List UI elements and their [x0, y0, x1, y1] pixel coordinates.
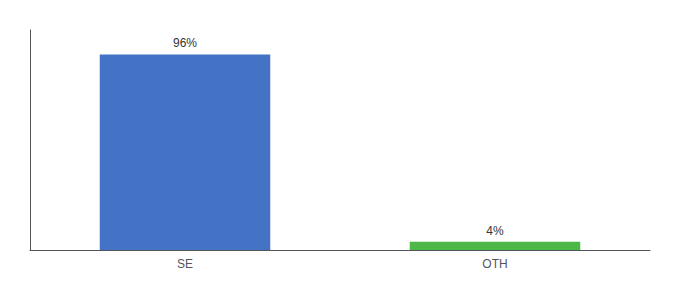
svg-text:4%: 4%	[486, 224, 504, 238]
svg-text:OTH: OTH	[482, 257, 507, 271]
svg-text:SE: SE	[177, 257, 193, 271]
svg-text:96%: 96%	[173, 36, 197, 50]
